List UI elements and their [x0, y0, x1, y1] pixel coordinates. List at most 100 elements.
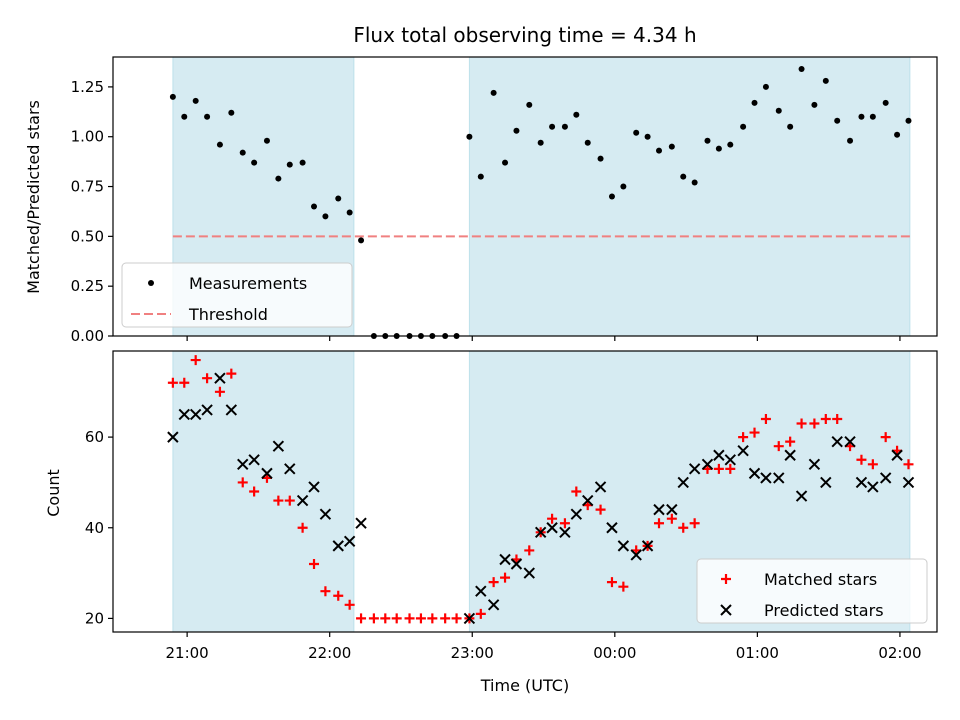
predicted-star-marker — [737, 445, 749, 457]
predicted-star-point — [617, 540, 630, 552]
predicted-star-marker — [630, 549, 642, 561]
matched-star-point — [820, 413, 831, 424]
predicted-star-point — [879, 472, 892, 484]
matched-star-point — [404, 613, 415, 624]
predicted-star-marker — [808, 458, 821, 471]
matched-star-point — [333, 590, 344, 601]
matched-star-marker — [333, 590, 344, 601]
matched-star-marker — [678, 522, 689, 533]
matched-star-point — [475, 608, 486, 619]
matched-star-point — [725, 463, 736, 474]
predicted-star-point — [795, 490, 808, 502]
matched-star-point — [903, 459, 914, 470]
predicted-star-point — [653, 503, 665, 516]
predicted-star-marker — [296, 494, 309, 507]
matched-star-marker — [415, 613, 426, 624]
measurement-point — [251, 159, 258, 166]
predicted-star-marker — [784, 449, 796, 461]
predicted-star-point — [201, 404, 213, 416]
predicted-star-marker — [189, 408, 202, 421]
measurement-point — [239, 149, 246, 156]
matched-star-point — [391, 613, 402, 624]
measurement-point — [834, 117, 841, 124]
ratio-y-tick-label: 0.75 — [71, 178, 104, 196]
predicted-star-marker — [891, 449, 903, 461]
matched-star-point — [309, 559, 320, 570]
matched-star-point — [284, 495, 295, 506]
legend-label: Threshold — [188, 305, 268, 324]
predicted-star-marker — [594, 481, 607, 493]
predicted-star-point — [773, 472, 785, 484]
measurement-point — [228, 109, 235, 116]
matched-star-marker — [725, 463, 736, 474]
predicted-star-marker — [534, 526, 547, 538]
predicted-star-point — [570, 508, 583, 520]
predicted-star-marker — [225, 404, 238, 416]
measurement-point — [216, 141, 223, 148]
matched-star-marker — [559, 518, 570, 529]
predicted-star-marker — [606, 522, 618, 534]
predicted-star-marker — [701, 458, 714, 471]
predicted-star-marker — [867, 481, 879, 493]
predicted-star-marker — [831, 435, 843, 448]
ratio-legend: Measurements Threshold — [121, 262, 353, 328]
predicted-star-marker — [844, 435, 856, 448]
matched-star-marker — [773, 441, 784, 452]
predicted-star-marker — [677, 476, 689, 489]
matched-star-marker — [760, 413, 771, 424]
count-panel-frame — [112, 350, 938, 633]
matched-star-marker — [368, 613, 379, 624]
matched-star-point — [167, 377, 178, 388]
measurement-point — [822, 77, 829, 84]
predicted-star-marker — [653, 503, 665, 516]
matched-star-point — [380, 613, 391, 624]
predicted-star-point — [523, 567, 535, 579]
predicted-star-marker — [879, 472, 892, 484]
predicted-star-marker — [463, 612, 476, 625]
matched-star-marker — [713, 463, 724, 474]
predicted-star-point — [510, 558, 523, 570]
measurement-point — [192, 97, 199, 104]
legend-frame — [696, 558, 928, 624]
predicted-star-marker — [713, 449, 725, 461]
predicted-star-marker — [559, 526, 571, 538]
predicted-star-point — [546, 522, 558, 534]
bottom-y-axis-label: Count — [44, 469, 63, 517]
matched-star-marker — [867, 459, 878, 470]
matched-star-marker — [796, 418, 807, 429]
predicted-star-marker — [724, 454, 736, 466]
x-tick-label: 21:00 — [166, 644, 209, 662]
predicted-star-point — [487, 599, 500, 611]
measurement-point — [597, 155, 604, 162]
predicted-star-point — [844, 435, 856, 448]
measurement-point — [894, 131, 901, 138]
measurement-point — [358, 237, 365, 244]
measurement-point — [656, 147, 663, 154]
matched-star-marker — [749, 427, 760, 438]
matched-star-point — [356, 613, 367, 624]
matched-star-point — [796, 418, 807, 429]
matched-star-point — [856, 454, 867, 465]
predicted-star-point — [594, 481, 607, 493]
count-legend: Matched stars Predicted stars — [696, 558, 928, 624]
matched-star-point — [297, 522, 308, 533]
matched-star-marker — [226, 368, 237, 379]
predicted-star-marker — [343, 535, 356, 548]
predicted-star-marker — [546, 522, 558, 534]
measurement-point — [704, 137, 711, 144]
matched-star-point — [451, 613, 462, 624]
measurement-point — [620, 183, 627, 190]
predicted-star-point — [760, 472, 772, 484]
predicted-star-point — [189, 408, 202, 421]
matched-star-point — [190, 355, 201, 366]
predicted-star-marker — [582, 494, 594, 507]
predicted-star-point — [855, 476, 868, 489]
matched-star-marker — [547, 513, 558, 524]
matched-star-point — [202, 373, 213, 384]
predicted-star-point — [737, 445, 749, 457]
measurement-point — [727, 141, 734, 148]
matched-star-point — [760, 413, 771, 424]
predicted-star-point — [641, 540, 654, 552]
predicted-star-point — [820, 476, 832, 489]
